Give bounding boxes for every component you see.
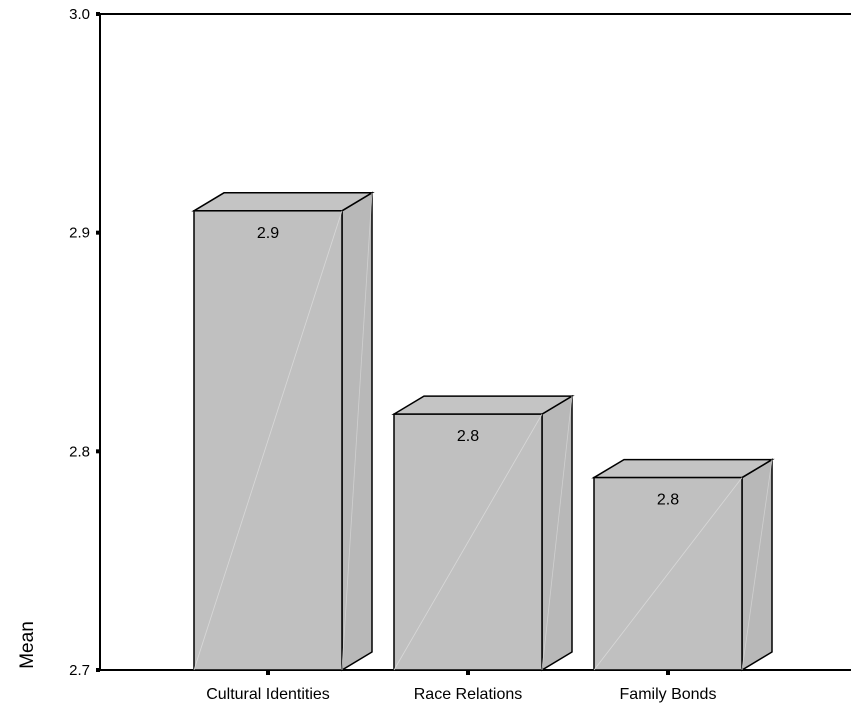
labels: 2.9 Cultural Identities 2.8 Race Relations 2… [206,225,716,703]
bar-top-face [591,458,775,479]
bar-side-diagonal [741,459,773,671]
bar-front-diagonal [193,210,343,671]
y-tick-label: 3.0 [69,6,90,23]
bar [591,458,775,672]
bar [191,191,375,672]
y-tick-label: 2.7 [69,662,90,679]
bar-side-diagonal [541,396,573,671]
x-tick [266,670,270,675]
data-label: 2.8 [657,492,679,509]
bar-front-diagonal [593,477,743,671]
data-label: 2.9 [257,225,279,242]
bars [191,191,775,672]
y-tick-label: 2.8 [69,443,90,460]
bar-side-diagonal [341,192,373,671]
y-tick [96,449,100,454]
x-category-label: Race Relations [414,686,523,703]
x-tick [466,670,470,675]
y-tick [96,668,100,672]
bar-top-face [191,192,375,212]
x-category-label: Family Bonds [620,686,717,703]
bar-top-face [391,395,575,415]
y-tick [96,230,100,235]
x-category-label: Cultural Identities [206,686,330,703]
x-tick [666,670,670,675]
y-tick-label: 2.9 [69,225,90,242]
y-tick [96,12,100,16]
bar [391,394,575,672]
bar-front-diagonal [393,413,543,671]
data-label: 2.8 [457,428,479,445]
y-axis-title: Mean [17,621,38,669]
